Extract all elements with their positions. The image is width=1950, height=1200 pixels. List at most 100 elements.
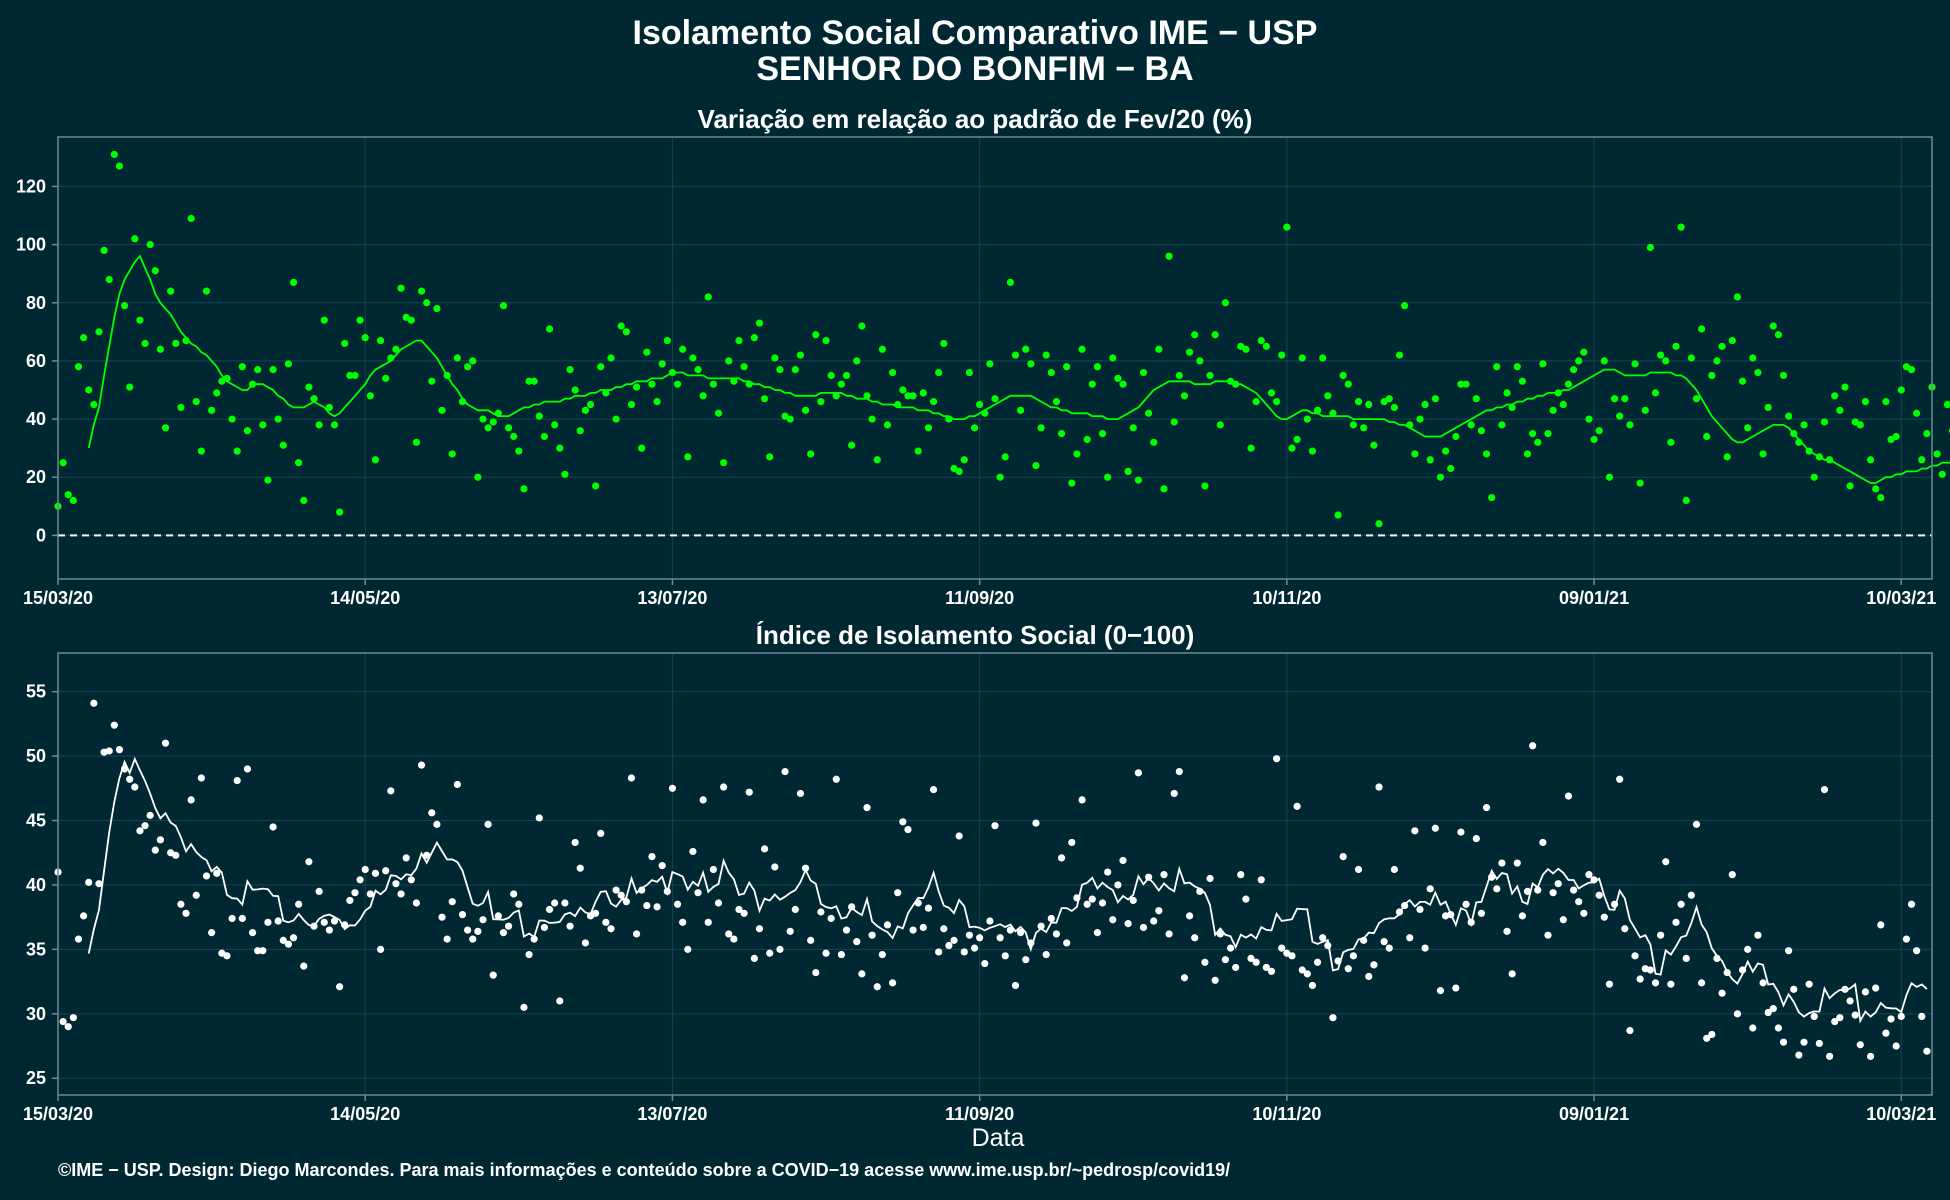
data-point [259, 947, 267, 955]
data-point [981, 409, 989, 417]
y-tick-label-6: 55 [26, 682, 46, 702]
data-point [1482, 804, 1491, 812]
data-point [1918, 1012, 1926, 1020]
data-point [1749, 354, 1757, 362]
data-point [1723, 968, 1731, 977]
data-point [597, 363, 605, 371]
data-point [848, 441, 856, 449]
data-point [1544, 931, 1552, 939]
data-point [960, 456, 968, 464]
data-point [269, 366, 277, 374]
data-point [1523, 887, 1532, 895]
data-point [1027, 360, 1035, 368]
data-point [689, 354, 697, 362]
data-point [965, 368, 973, 377]
data-point [1185, 348, 1194, 356]
data-point [679, 918, 687, 926]
data-point [1083, 900, 1091, 908]
data-point [95, 328, 103, 336]
data-point [1288, 952, 1296, 960]
data-point [469, 935, 477, 943]
data-point [853, 357, 861, 365]
data-point [638, 886, 646, 894]
data-point [1662, 858, 1670, 866]
data-point [1431, 824, 1439, 832]
data-point [1651, 979, 1660, 987]
data-point [1687, 891, 1695, 899]
data-point [1329, 409, 1337, 417]
data-point [407, 316, 415, 324]
data-point [1529, 742, 1537, 750]
data-point [1785, 412, 1793, 420]
data-point [1006, 926, 1014, 934]
data-point [1011, 981, 1020, 990]
x-tick-label-2: 13/07/20 [637, 1104, 707, 1124]
data-point [1385, 395, 1393, 403]
data-point [1820, 418, 1829, 426]
data-point [1349, 421, 1358, 429]
data-point [709, 380, 717, 388]
data-point [64, 491, 72, 499]
data-point [991, 395, 999, 403]
data-point [791, 366, 799, 374]
data-point [1744, 424, 1752, 432]
y-tick-label-1: 20 [26, 467, 46, 487]
data-point [177, 900, 185, 908]
data-point [909, 926, 917, 934]
data-point [1313, 958, 1322, 966]
data-point [1872, 485, 1880, 493]
data-point [1769, 322, 1777, 330]
data-point [1534, 886, 1542, 894]
data-point [1001, 952, 1009, 960]
data-point [873, 983, 881, 991]
data-point [745, 380, 753, 388]
data-point [1365, 972, 1373, 981]
data-point [438, 406, 446, 414]
data-point [1098, 430, 1107, 438]
data-point [1047, 914, 1055, 923]
data-point [320, 316, 328, 324]
data-point [1815, 453, 1823, 461]
data-point [863, 392, 871, 400]
data-point [1057, 854, 1066, 862]
data-point [694, 366, 702, 374]
data-point [1687, 354, 1695, 362]
data-point [740, 909, 748, 917]
data-point [750, 334, 758, 342]
data-point [499, 929, 508, 937]
data-point [484, 820, 492, 828]
data-point [1841, 985, 1849, 993]
data-point [1052, 930, 1061, 938]
y-tick-label-5: 50 [26, 746, 46, 766]
data-point [1436, 473, 1445, 481]
data-point [1421, 944, 1429, 952]
data-point [474, 927, 482, 935]
data-point [540, 432, 549, 441]
data-point [1134, 476, 1142, 484]
data-point [376, 336, 385, 345]
data-point [1595, 427, 1603, 435]
data-point [1385, 944, 1393, 952]
data-point [520, 485, 528, 493]
data-point [213, 869, 221, 877]
data-point [1406, 421, 1414, 429]
data-point [223, 952, 231, 960]
data-point [126, 775, 134, 783]
data-point [110, 721, 118, 729]
data-point [187, 796, 195, 804]
x-tick-label-5: 09/01/21 [1559, 1104, 1629, 1124]
data-point [1738, 966, 1747, 974]
data-point [935, 948, 943, 956]
x-tick-label-1: 14/05/20 [330, 588, 400, 608]
data-point [730, 935, 738, 943]
data-point [182, 909, 190, 917]
data-point [351, 889, 359, 897]
data-point [1052, 398, 1061, 406]
data-point [581, 939, 589, 947]
data-point [1477, 427, 1486, 435]
data-point [1503, 927, 1511, 935]
data-point [1114, 881, 1122, 889]
x-tick-label-5: 09/01/21 [1559, 588, 1629, 608]
data-point [627, 774, 636, 782]
